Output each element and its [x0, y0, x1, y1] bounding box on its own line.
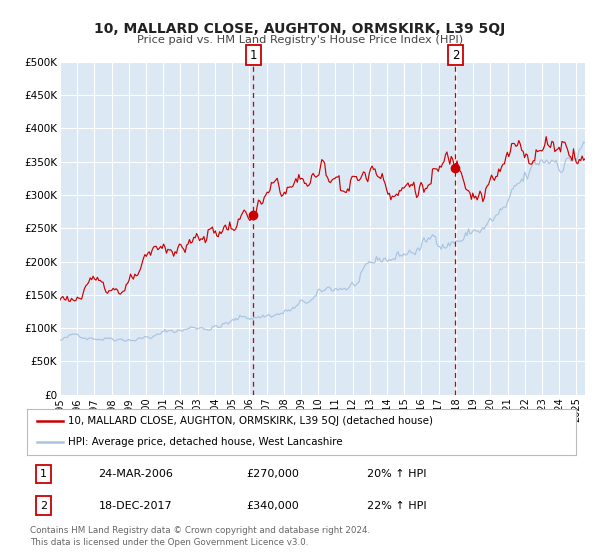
Text: £270,000: £270,000	[247, 469, 299, 479]
Text: Contains HM Land Registry data © Crown copyright and database right 2024.: Contains HM Land Registry data © Crown c…	[30, 526, 370, 535]
Text: 24-MAR-2006: 24-MAR-2006	[98, 469, 173, 479]
Text: 22% ↑ HPI: 22% ↑ HPI	[367, 501, 427, 511]
Text: £340,000: £340,000	[247, 501, 299, 511]
Text: This data is licensed under the Open Government Licence v3.0.: This data is licensed under the Open Gov…	[30, 538, 308, 547]
Text: 20% ↑ HPI: 20% ↑ HPI	[367, 469, 427, 479]
Text: 2: 2	[452, 49, 459, 62]
Text: 10, MALLARD CLOSE, AUGHTON, ORMSKIRK, L39 5QJ: 10, MALLARD CLOSE, AUGHTON, ORMSKIRK, L3…	[94, 22, 506, 36]
Text: 1: 1	[40, 469, 47, 479]
Text: HPI: Average price, detached house, West Lancashire: HPI: Average price, detached house, West…	[68, 437, 343, 447]
Text: 10, MALLARD CLOSE, AUGHTON, ORMSKIRK, L39 5QJ (detached house): 10, MALLARD CLOSE, AUGHTON, ORMSKIRK, L3…	[68, 416, 433, 426]
Text: Price paid vs. HM Land Registry's House Price Index (HPI): Price paid vs. HM Land Registry's House …	[137, 35, 463, 45]
Text: 2: 2	[40, 501, 47, 511]
Text: 18-DEC-2017: 18-DEC-2017	[98, 501, 172, 511]
Text: 1: 1	[250, 49, 257, 62]
